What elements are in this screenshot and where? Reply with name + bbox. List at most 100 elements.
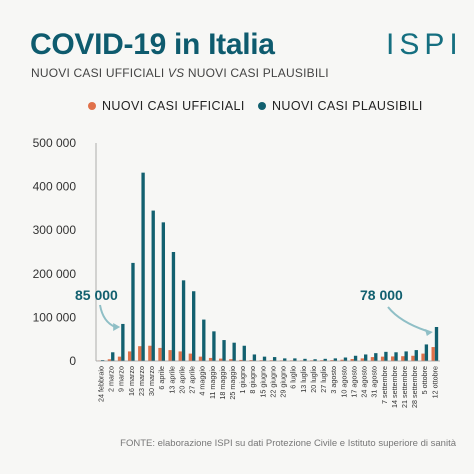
x-tick-label: 27 aprile [188, 366, 197, 394]
annotation-label: 85 000 [75, 287, 118, 303]
x-tick-label: 27 luglio [319, 366, 328, 393]
x-tick-label: 4 maggio [198, 366, 207, 396]
bar-official [188, 353, 193, 361]
y-tick-label: 0 [69, 354, 76, 368]
bar-plausible [303, 358, 307, 361]
y-tick-label: 200 000 [33, 267, 77, 281]
x-tick-label: 15 giugno [258, 366, 267, 398]
chart-legend: NUOVI CASI UFFICIALI NUOVI CASI PLAUSIBIL… [88, 99, 423, 113]
x-tick-label: 11 maggio [208, 366, 217, 399]
y-tick-label: 100 000 [33, 310, 77, 324]
x-tick-label: 6 aprile [157, 366, 166, 390]
bar-plausible [161, 222, 166, 361]
x-tick-label: 10 agosto [339, 366, 348, 398]
x-tick-label: 13 luglio [299, 366, 308, 393]
chart-annotations: 85 000 78 000 [75, 287, 433, 336]
legend-label-official: NUOVI CASI UFFICIALI [102, 99, 245, 113]
x-tick-label: 18 maggio [218, 366, 227, 400]
bar-plausible [232, 342, 236, 361]
x-tick-label: 9 marzo [117, 366, 126, 392]
bar-official [370, 357, 375, 361]
bar-official [229, 359, 233, 361]
legend-marker-plausible [258, 102, 266, 110]
bar-plausible [151, 210, 155, 361]
bar-official [219, 358, 223, 361]
y-axis: 0 100 000 200 000 300 000 400 000 500 000 [33, 136, 97, 368]
x-tick-label: 30 marzo [147, 366, 156, 396]
bar-plausible [343, 357, 348, 361]
page-subtitle: NUOVI CASI UFFICIALI VS NUOVI CASI PLAUS… [31, 66, 329, 80]
bar-plausible [222, 340, 226, 361]
bar-plausible [131, 262, 135, 361]
bar-plausible [364, 354, 368, 361]
x-tick-label: 23 marzo [137, 366, 146, 396]
x-tick-label: 14 settembre [390, 366, 399, 408]
bar-plausible [121, 323, 125, 361]
x-tick-label: 7 settembre [380, 366, 389, 404]
bar-plausible [272, 357, 277, 361]
bar-plausible [313, 359, 317, 361]
bar-official [401, 356, 405, 361]
subtitle-plausible: NUOVI CASI PLAUSIBILI [184, 66, 329, 80]
ispi-logo: ISPI [386, 28, 463, 61]
bar-plausible [424, 344, 429, 361]
page-title: COVID-19 in Italia [30, 28, 275, 61]
bar-plausible [252, 354, 257, 361]
y-tick-label: 300 000 [33, 223, 77, 237]
x-tick-label: 2 marzo [107, 366, 116, 392]
bar-official [168, 350, 172, 361]
x-tick-label: 24 febbraio [96, 366, 105, 402]
bar-plausible [100, 360, 105, 361]
x-tick-label: 17 agosto [349, 366, 358, 398]
bar-plausible [384, 351, 388, 361]
x-tick-label: 28 settembre [410, 366, 419, 408]
bar-official [330, 360, 334, 361]
x-tick-label: 3 agosto [329, 366, 338, 394]
x-tick-label: 13 aprile [167, 366, 176, 394]
bar-official [178, 351, 182, 361]
bar-plausible [212, 331, 216, 361]
y-tick-label: 500 000 [33, 136, 77, 150]
bar-official [158, 347, 162, 361]
bar-plausible [293, 358, 297, 361]
x-tick-label: 5 ottobre [420, 366, 429, 394]
annotation-arrowhead [113, 322, 121, 331]
bar-official [249, 360, 253, 361]
bar-official [350, 359, 354, 361]
bar-official [380, 356, 385, 361]
bar-official [117, 356, 122, 361]
bar-plausible [353, 355, 358, 361]
bar-official [360, 358, 365, 361]
bar-plausible [434, 326, 439, 361]
x-tick-label: 29 giugno [279, 366, 288, 398]
source-note: FONTE: elaborazione ISPI su dati Protezi… [120, 438, 456, 449]
bar-official [391, 356, 395, 361]
bar-official [138, 346, 142, 361]
bar-plausible [394, 352, 398, 361]
bar-plausible [262, 356, 267, 361]
bar-official [431, 347, 435, 361]
bar-official [208, 357, 213, 361]
x-tick-label: 6 luglio [289, 366, 298, 389]
bar-official [239, 359, 243, 361]
bar-plausible [171, 252, 176, 361]
annotation-label: 78 000 [360, 287, 403, 303]
subtitle-official: NUOVI CASI UFFICIALI [31, 66, 168, 80]
bar-official [107, 359, 112, 361]
x-tick-label: 16 marzo [127, 366, 136, 396]
annotation-arrow [387, 306, 428, 332]
bar-plausible [192, 291, 196, 361]
bar-official [411, 355, 415, 361]
x-tick-label: 22 giugno [268, 366, 277, 398]
bar-plausible [333, 358, 338, 361]
x-tick-label: 8 giugno [248, 366, 257, 394]
bar-official [127, 351, 132, 361]
x-tick-label: 24 agosto [360, 366, 369, 398]
x-tick-label: 12 ottobre [430, 366, 439, 398]
bar-official [148, 345, 152, 361]
legend-label-plausible: NUOVI CASI PLAUSIBILI [272, 99, 423, 113]
subtitle-vs: VS [167, 66, 185, 80]
x-tick-label: 31 agosto [370, 366, 379, 398]
x-tick-label: 21 settembre [400, 366, 409, 408]
